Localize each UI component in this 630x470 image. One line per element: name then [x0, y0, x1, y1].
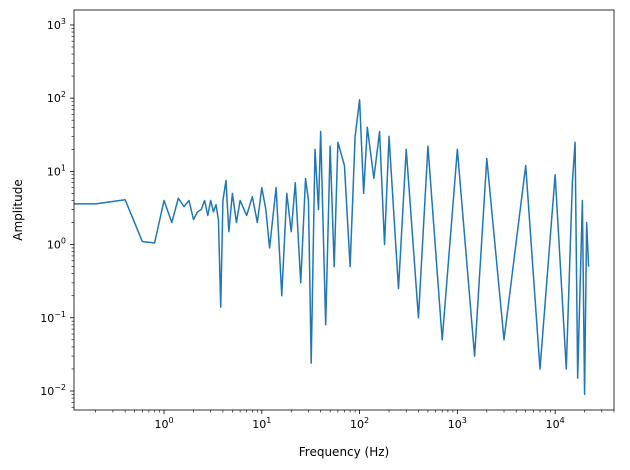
x-tick-label: 100: [154, 416, 173, 431]
plot-frame: [73, 9, 615, 411]
y-tick-label: 103: [47, 17, 66, 32]
y-tick-label: 101: [47, 163, 66, 178]
series-layer: [74, 99, 590, 396]
x-tick-label: 104: [546, 416, 565, 431]
y-tick-label: 102: [47, 90, 66, 105]
y-axis: 10−2 10−1 100 101 102 103: [40, 17, 74, 408]
x-axis-label: Frequency (Hz): [299, 445, 390, 459]
x-axis: 100 101 102 103 104: [95, 410, 615, 431]
y-axis-label: Amplitude: [11, 179, 25, 241]
y-tick-label: 100: [47, 237, 66, 252]
x-tick-label: 102: [350, 416, 369, 431]
x-tick-label: 101: [252, 416, 271, 431]
series-line: [74, 99, 590, 396]
y-tick-label: 10−2: [40, 383, 66, 398]
x-tick-label: 103: [448, 416, 467, 431]
y-tick-label: 10−1: [40, 310, 66, 325]
